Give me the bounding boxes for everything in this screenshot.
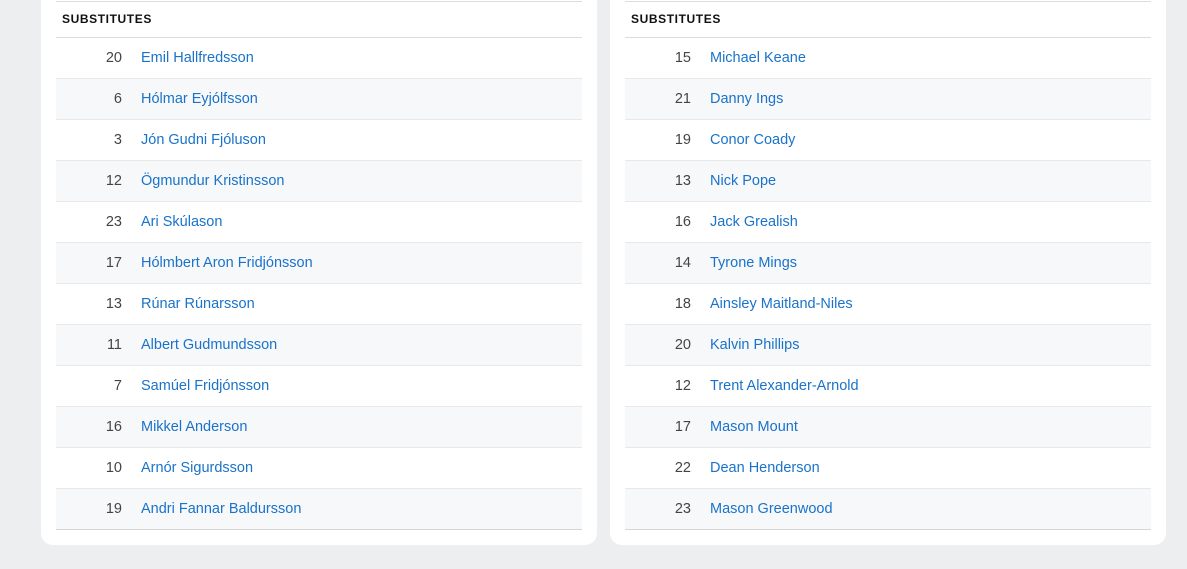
player-name-link[interactable]: Michael Keane xyxy=(710,50,806,66)
player-name-link[interactable]: Mason Greenwood xyxy=(710,501,833,517)
player-number: 20 xyxy=(105,50,122,66)
player-number: 11 xyxy=(106,337,122,353)
substitutes-header: SUBSTITUTES xyxy=(625,2,1151,38)
player-name-link[interactable]: Andri Fannar Baldursson xyxy=(141,501,302,517)
player-name-link[interactable]: Rúnar Rúnarsson xyxy=(141,296,255,312)
player-row: 6 Hólmar Eyjólfsson xyxy=(56,79,582,120)
player-row: 23 Ari Skúlason xyxy=(56,202,582,243)
player-row: 13 Rúnar Rúnarsson xyxy=(56,284,582,325)
player-name-link[interactable]: Kalvin Phillips xyxy=(710,337,800,353)
player-number: 19 xyxy=(105,501,122,517)
player-number: 14 xyxy=(674,255,691,271)
player-number: 12 xyxy=(105,173,122,189)
substitutes-table: SUBSTITUTES 20 Emil Hallfredsson 6 Hólmar E… xyxy=(56,1,582,530)
player-row: 16 Jack Grealish xyxy=(625,202,1151,243)
player-row: 19 Conor Coady xyxy=(625,120,1151,161)
player-number: 13 xyxy=(105,296,122,312)
player-number: 20 xyxy=(674,337,691,353)
player-name-link[interactable]: Ainsley Maitland-Niles xyxy=(710,296,853,312)
player-name-link[interactable]: Ari Skúlason xyxy=(141,214,223,230)
home-substitutes-card: SUBSTITUTES 20 Emil Hallfredsson 6 Hólmar E… xyxy=(41,0,597,545)
player-name-link[interactable]: Nick Pope xyxy=(710,173,777,189)
player-number: 7 xyxy=(113,378,122,394)
player-name-link[interactable]: Mikkel Anderson xyxy=(141,419,248,435)
player-row: 19 Andri Fannar Baldursson xyxy=(56,489,582,530)
player-name-link[interactable]: Hólmar Eyjólfsson xyxy=(141,91,258,107)
player-name-link[interactable]: Mason Mount xyxy=(710,419,798,435)
away-substitutes-card: SUBSTITUTES 15 Michael Keane 21 Danny Ings 1… xyxy=(610,0,1166,545)
player-number: 3 xyxy=(113,132,122,148)
player-row: 20 Emil Hallfredsson xyxy=(56,38,582,79)
player-number: 12 xyxy=(674,378,691,394)
player-name-link[interactable]: Ögmundur Kristinsson xyxy=(141,173,285,189)
player-name-link[interactable]: Jón Gudni Fjóluson xyxy=(141,132,266,148)
player-number: 6 xyxy=(113,91,122,107)
player-row: 14 Tyrone Mings xyxy=(625,243,1151,284)
player-number: 23 xyxy=(674,501,691,517)
player-number: 17 xyxy=(105,255,122,271)
player-name-link[interactable]: Conor Coady xyxy=(710,132,796,148)
player-number: 23 xyxy=(105,214,122,230)
player-row: 23 Mason Greenwood xyxy=(625,489,1151,530)
player-row: 18 Ainsley Maitland-Niles xyxy=(625,284,1151,325)
player-name-link[interactable]: Dean Henderson xyxy=(710,460,820,476)
player-name-link[interactable]: Emil Hallfredsson xyxy=(141,50,254,66)
player-row: 17 Mason Mount xyxy=(625,407,1151,448)
player-name-link[interactable]: Albert Gudmundsson xyxy=(141,337,278,353)
player-name-link[interactable]: Hólmbert Aron Fridjónsson xyxy=(141,255,313,271)
player-row: 7 Samúel Fridjónsson xyxy=(56,366,582,407)
player-number: 19 xyxy=(674,132,691,148)
player-name-link[interactable]: Tyrone Mings xyxy=(710,255,798,271)
player-name-link[interactable]: Danny Ings xyxy=(710,91,784,107)
player-number: 16 xyxy=(105,419,122,435)
player-name-link[interactable]: Arnór Sigurdsson xyxy=(141,460,254,476)
player-row: 16 Mikkel Anderson xyxy=(56,407,582,448)
player-row: 3 Jón Gudni Fjóluson xyxy=(56,120,582,161)
player-number: 16 xyxy=(674,214,691,230)
substitutes-header: SUBSTITUTES xyxy=(56,2,582,38)
player-number: 17 xyxy=(674,419,691,435)
player-number: 22 xyxy=(674,460,691,476)
player-number: 10 xyxy=(105,460,122,476)
player-row: 22 Dean Henderson xyxy=(625,448,1151,489)
player-row: 15 Michael Keane xyxy=(625,38,1151,79)
substitutes-table: SUBSTITUTES 15 Michael Keane 21 Danny Ings 1… xyxy=(625,1,1151,530)
player-name-link[interactable]: Trent Alexander-Arnold xyxy=(710,378,859,394)
player-number: 21 xyxy=(674,91,691,107)
player-row: 12 Trent Alexander-Arnold xyxy=(625,366,1151,407)
player-row: 21 Danny Ings xyxy=(625,79,1151,120)
player-number: 13 xyxy=(674,173,691,189)
player-row: 10 Arnór Sigurdsson xyxy=(56,448,582,489)
player-name-link[interactable]: Jack Grealish xyxy=(710,214,798,230)
player-row: 11 Albert Gudmundsson xyxy=(56,325,582,366)
player-number: 18 xyxy=(674,296,691,312)
player-row: 13 Nick Pope xyxy=(625,161,1151,202)
player-row: 12 Ögmundur Kristinsson xyxy=(56,161,582,202)
player-row: 20 Kalvin Phillips xyxy=(625,325,1151,366)
player-name-link[interactable]: Samúel Fridjónsson xyxy=(141,378,270,394)
player-number: 15 xyxy=(674,50,691,66)
player-row: 17 Hólmbert Aron Fridjónsson xyxy=(56,243,582,284)
